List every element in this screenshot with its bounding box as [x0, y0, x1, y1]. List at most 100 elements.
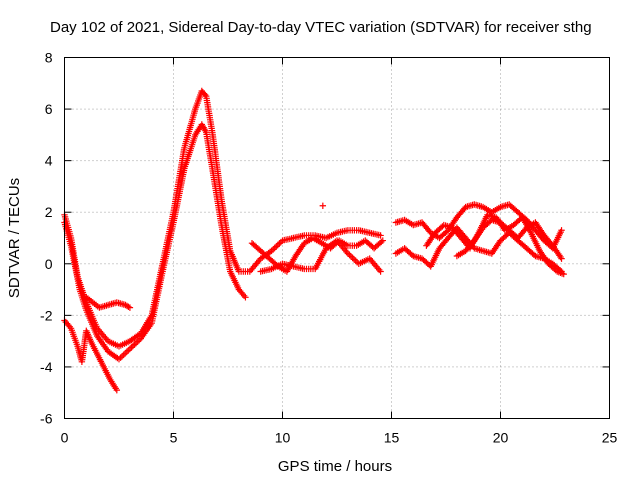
y-tick-label: 0 — [45, 256, 53, 272]
data-point-run — [344, 250, 361, 266]
data-point — [126, 304, 134, 311]
data-point-run — [436, 236, 451, 252]
data-point-run — [431, 223, 446, 236]
data-point-run — [126, 331, 143, 345]
data-point-run — [94, 350, 106, 369]
data-point-run — [266, 255, 280, 269]
data-point-run — [83, 294, 95, 305]
data-point-run — [148, 270, 166, 327]
data-points — [61, 87, 567, 394]
data-point-run — [203, 129, 216, 172]
y-tick-label: -4 — [40, 359, 53, 375]
data-point-run — [209, 131, 225, 201]
data-point-run — [148, 262, 166, 319]
x-tick-label: 25 — [602, 430, 618, 446]
y-axis-label: SDTVAR / TECUs — [6, 178, 23, 298]
data-point-run — [76, 286, 89, 312]
data-point-run — [401, 245, 415, 258]
data-point-run — [67, 242, 83, 291]
data-point-run — [532, 227, 547, 243]
data-point-run — [418, 219, 433, 235]
data-point-run — [471, 226, 486, 244]
data-point — [558, 227, 565, 234]
data-point-run — [227, 247, 242, 273]
data-point-run — [83, 307, 100, 338]
data-point-run — [436, 228, 450, 242]
track-shelf — [83, 294, 134, 311]
data-point-run — [370, 238, 385, 252]
data-point-run — [449, 224, 464, 240]
data-point-run — [78, 329, 90, 365]
data-point-run — [100, 363, 113, 382]
data-point — [113, 386, 121, 394]
data-point — [560, 270, 567, 278]
data-point-run — [246, 257, 263, 275]
data-point-run — [94, 325, 110, 343]
data-point-run — [479, 218, 494, 231]
data-point-run — [312, 247, 329, 273]
data-point-run — [549, 242, 564, 261]
data-point-run — [218, 221, 233, 273]
data-point-run — [527, 229, 543, 253]
x-tick-label: 5 — [170, 430, 178, 446]
data-point-run — [488, 204, 502, 216]
x-tick-label: 20 — [493, 430, 509, 446]
x-axis-label: GPS time / hours — [278, 458, 392, 475]
data-point-run — [292, 241, 307, 260]
data-point-run — [209, 167, 225, 227]
data-point-run — [107, 376, 119, 392]
y-tick-label: -2 — [40, 307, 53, 323]
x-tick-label: 15 — [384, 430, 400, 446]
y-tick-label: 2 — [45, 204, 53, 220]
data-point-run — [83, 327, 94, 343]
data-point-run — [268, 238, 285, 255]
y-tick-label: 6 — [45, 101, 53, 117]
data-point-run — [257, 247, 272, 261]
track-mid-high — [248, 234, 386, 275]
data-point-run — [536, 247, 551, 266]
data-point-run — [532, 219, 547, 237]
data-point-run — [514, 226, 529, 242]
data-point-run — [355, 256, 372, 267]
data-point-run — [545, 260, 559, 274]
data-point-run — [137, 321, 154, 342]
data-point-run — [322, 230, 339, 242]
data-point-run — [462, 238, 477, 255]
data-point-run — [274, 263, 289, 274]
data-point-run — [401, 216, 415, 228]
data-point-run — [453, 248, 468, 260]
data-point-run — [309, 234, 324, 246]
data-point-run — [203, 93, 216, 136]
data-point — [377, 268, 384, 275]
y-tick-label: -6 — [40, 411, 53, 427]
data-point-run — [126, 336, 143, 353]
data-point-run — [115, 347, 132, 363]
track-late-b — [392, 224, 565, 275]
data-point — [379, 237, 386, 244]
data-point-run — [218, 196, 233, 252]
data-point-run — [67, 325, 81, 348]
data-point-run — [89, 299, 101, 310]
data-point-run — [198, 121, 209, 134]
track-main-low — [61, 121, 249, 363]
data-point-run — [159, 221, 177, 275]
track-outlier — [319, 202, 327, 209]
data-point-run — [427, 246, 442, 270]
data-point-run — [198, 87, 209, 99]
data-point-run — [181, 133, 198, 172]
data-point-run — [283, 254, 298, 275]
y-tick-label: 8 — [45, 50, 53, 66]
data-point-run — [336, 237, 350, 248]
data-point-run — [227, 268, 242, 291]
x-tick-label: 0 — [61, 430, 69, 446]
data-point-run — [181, 107, 198, 151]
data-point — [558, 255, 565, 262]
data-point — [319, 202, 327, 209]
data-point-run — [479, 203, 494, 215]
data-point-run — [301, 235, 315, 247]
data-point-run — [488, 239, 503, 257]
data-point-run — [497, 219, 511, 233]
data-point-run — [506, 201, 520, 215]
y-tick-label: 4 — [45, 153, 53, 169]
